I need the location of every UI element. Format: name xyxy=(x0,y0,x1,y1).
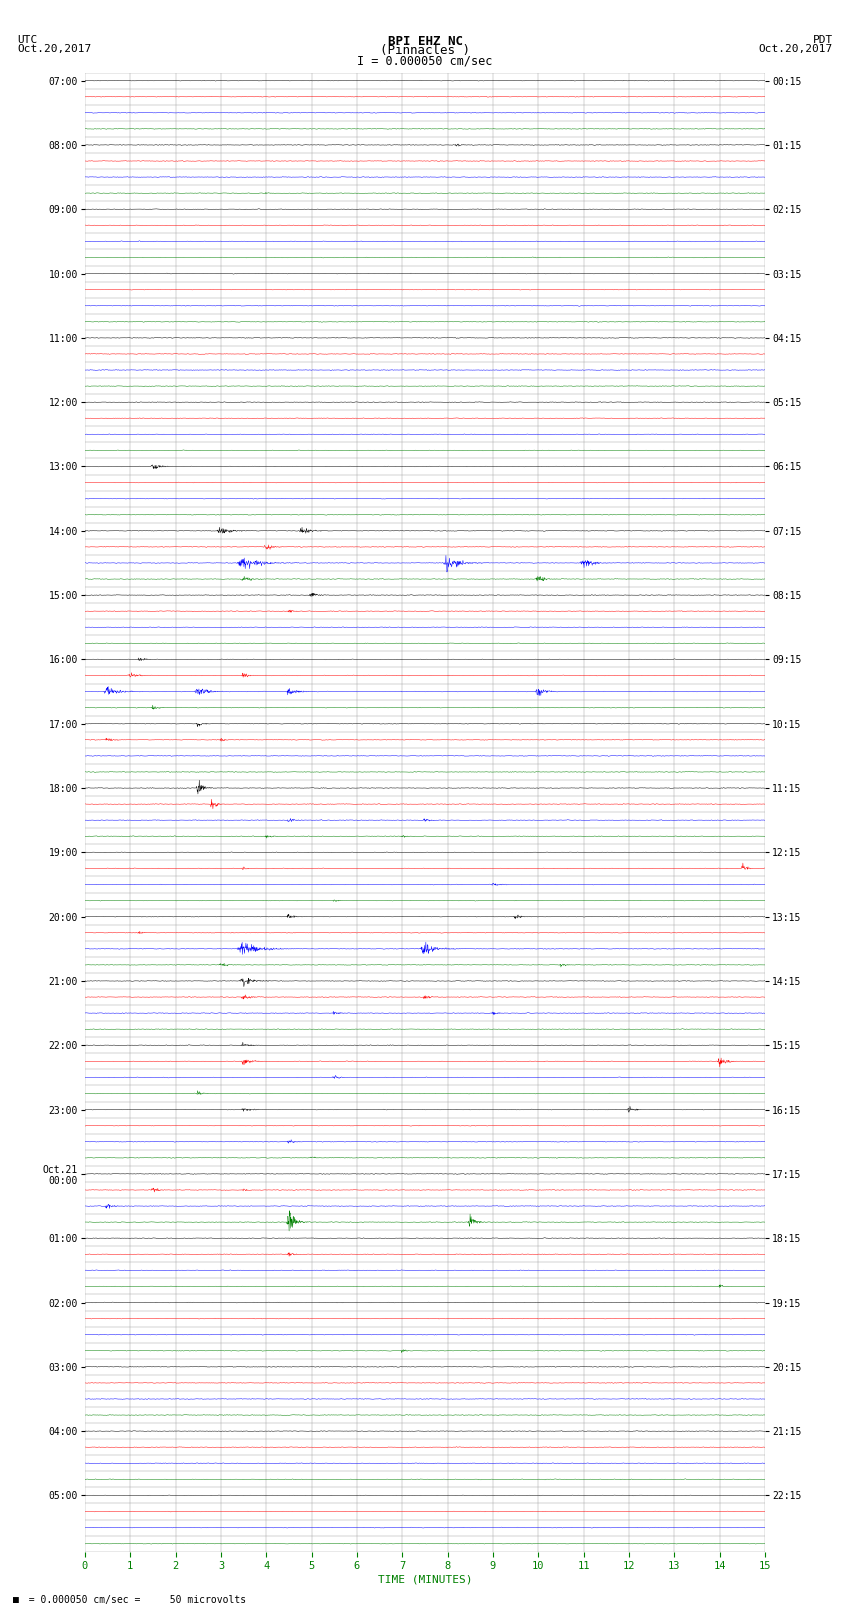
Text: = 0.000050 cm/sec =     50 microvolts: = 0.000050 cm/sec = 50 microvolts xyxy=(17,1595,246,1605)
Text: UTC: UTC xyxy=(17,35,37,45)
Text: I = 0.000050 cm/sec: I = 0.000050 cm/sec xyxy=(357,53,493,68)
Text: (Pinnacles ): (Pinnacles ) xyxy=(380,44,470,58)
Text: PDT: PDT xyxy=(813,35,833,45)
Text: Oct.20,2017: Oct.20,2017 xyxy=(759,44,833,55)
Text: BPI EHZ NC: BPI EHZ NC xyxy=(388,35,462,48)
Text: ■: ■ xyxy=(13,1595,19,1605)
X-axis label: TIME (MINUTES): TIME (MINUTES) xyxy=(377,1574,473,1584)
Text: Oct.20,2017: Oct.20,2017 xyxy=(17,44,91,55)
